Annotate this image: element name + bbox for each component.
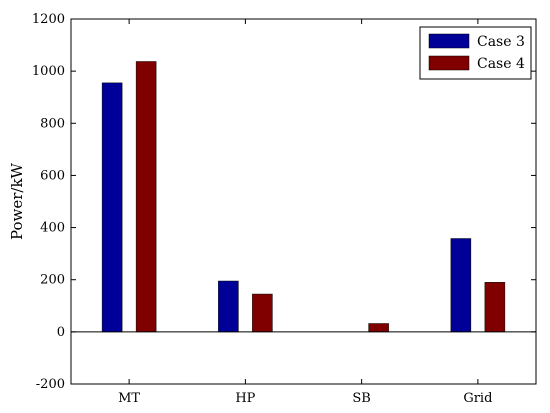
legend-label-case-4: Case 4	[477, 56, 525, 72]
y-tick-label: 0	[57, 325, 65, 340]
y-tick-label: 400	[40, 221, 65, 236]
x-tick-label-sb: SB	[352, 391, 370, 406]
y-tick-label: 1000	[32, 64, 65, 79]
y-tick-label: 800	[40, 116, 65, 131]
bar-sb-case-4	[368, 323, 389, 333]
legend-label-case-3: Case 3	[477, 34, 525, 50]
legend-swatch-case-3	[428, 33, 470, 49]
bar-mt-case-4	[135, 61, 157, 333]
legend: Case 3 Case 4	[419, 26, 532, 80]
bars-group	[101, 61, 506, 333]
x-tick-label-mt: MT	[118, 391, 140, 406]
y-tick-label: -200	[36, 377, 65, 392]
legend-swatch-case-4	[428, 55, 470, 71]
bar-hp-case-4	[252, 293, 273, 333]
bar-hp-case-3	[218, 280, 239, 333]
y-axis-label: Power/kW	[8, 162, 26, 240]
x-axis-ticks: MT HP SB Grid	[118, 19, 492, 406]
bar-mt-case-3	[101, 82, 123, 333]
x-tick-label-hp: HP	[235, 391, 255, 406]
y-tick-label: 200	[40, 273, 65, 288]
y-tick-label: 1200	[32, 12, 65, 27]
bar-grid-case-3	[450, 238, 472, 333]
x-tick-label-grid: Grid	[463, 391, 492, 406]
y-tick-label: 600	[40, 168, 65, 183]
bar-grid-case-4	[484, 282, 506, 333]
plot-frame	[70, 18, 537, 385]
y-axis-ticks: -200 0 200 400 600 800 1000 1200	[32, 12, 536, 392]
